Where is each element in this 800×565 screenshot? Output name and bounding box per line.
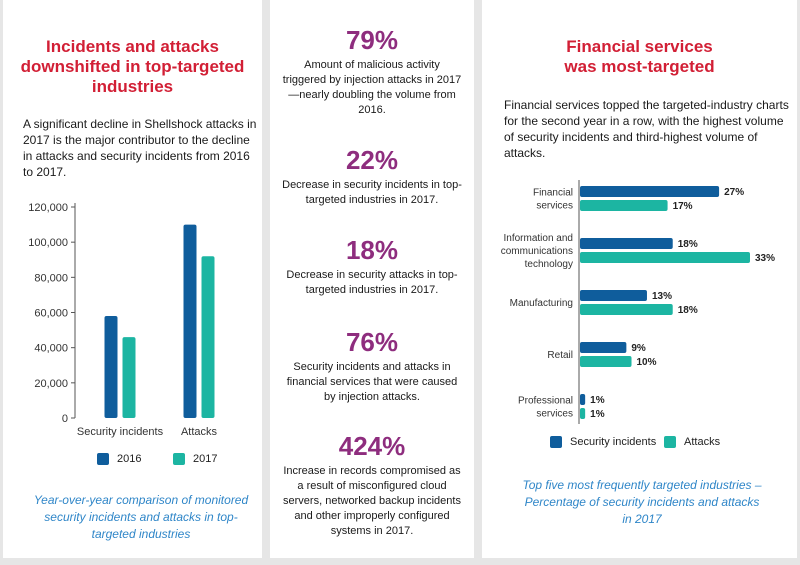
right-panel: Financial services was most-targeted Fin…	[482, 0, 797, 558]
category-label-line: Professional	[518, 396, 573, 407]
hbar-security-incidents-3	[580, 342, 627, 353]
stat-block: 79% Amount of malicious activity trigger…	[270, 26, 474, 118]
data-label: 17%	[673, 201, 693, 212]
data-label: 18%	[678, 239, 698, 250]
stat-block: 22% Decrease in security incidents in to…	[270, 146, 474, 208]
y-tick-label: 80,000	[34, 272, 68, 284]
hbar-attacks-0	[580, 200, 668, 211]
x-tick-label: Attacks	[181, 426, 218, 438]
y-tick-label: 100,000	[28, 237, 68, 249]
data-label: 27%	[724, 187, 744, 198]
y-tick-label: 0	[62, 413, 68, 425]
stat-value: 22%	[345, 145, 399, 175]
hbar-security-incidents-2	[580, 290, 647, 301]
hbar-attacks-3	[580, 356, 632, 367]
data-label: 13%	[652, 291, 672, 302]
legend-swatch-incidents	[550, 436, 562, 448]
category-label-line: Information and	[504, 233, 574, 244]
category-label: Financial services	[533, 188, 573, 212]
left-legend-2017: 2017	[173, 453, 217, 465]
legend-swatch-2017	[173, 453, 185, 465]
y-tick-label: 20,000	[34, 378, 68, 390]
category-label-line: services	[536, 201, 573, 212]
y-tick-label: 40,000	[34, 343, 68, 355]
data-label: 1%	[590, 395, 605, 406]
stat-value: 18%	[345, 235, 399, 265]
stat-block: 424% Increase in records compromised as …	[270, 432, 474, 539]
stat-description: Amount of malicious activity triggered b…	[282, 59, 462, 116]
category-label-line: Manufacturing	[510, 298, 573, 309]
data-label: 18%	[678, 305, 698, 316]
legend-swatch-2016	[97, 453, 109, 465]
hbar-attacks-1	[580, 252, 750, 263]
right-legend-incidents: Security incidents	[550, 436, 656, 448]
stat-description: Increase in records compromised as a res…	[283, 465, 461, 537]
bar-2016-1	[183, 224, 197, 418]
y-tick-label: 120,000	[28, 202, 68, 214]
right-caption: Top five most frequently targeted indust…	[522, 478, 762, 526]
data-label: 33%	[755, 253, 775, 264]
data-label: 9%	[631, 343, 646, 354]
left-title: Incidents and attacks downshifted in top…	[20, 37, 245, 96]
hbar-attacks-4	[580, 408, 586, 419]
right-title: Financial services was most-targeted	[564, 37, 715, 76]
left-body: A significant decline in Shellshock atta…	[23, 117, 257, 179]
bar-2017-0	[122, 337, 136, 418]
targeted-industries-bar-chart: Financial services 27% 17% Information and co…	[501, 180, 775, 424]
stat-block: 18% Decrease in security attacks in top-…	[270, 236, 474, 298]
category-label: Professional services	[518, 396, 573, 420]
category-label-line: Financial	[533, 188, 573, 199]
category-label-line: technology	[525, 259, 573, 270]
stat-value: 76%	[345, 327, 399, 357]
middle-panel: 79% Amount of malicious activity trigger…	[270, 0, 474, 558]
legend-label-2017: 2017	[193, 453, 218, 465]
legend-label-2016: 2016	[117, 453, 142, 465]
left-legend-2016: 2016	[97, 453, 141, 465]
right-legend-attacks: Attacks	[664, 436, 720, 448]
incidents-attacks-bar-chart: 0 20,000 40,000 60,000 80,000 100,000 120,000 S…	[28, 202, 218, 438]
category-label-line: services	[536, 409, 573, 420]
legend-label-attacks: Attacks	[684, 436, 721, 448]
left-panel: Incidents and attacks downshifted in top…	[3, 0, 262, 558]
hbar-security-incidents-1	[580, 238, 673, 249]
stat-value: 424%	[338, 431, 406, 461]
right-body: Financial services topped the targeted-i…	[504, 98, 789, 160]
bar-2017-1	[201, 256, 215, 418]
category-label-line: Retail	[547, 350, 573, 361]
category-label: Manufacturing	[510, 298, 573, 309]
data-label: 1%	[590, 409, 605, 420]
stat-description: Decrease in security attacks in top-targ…	[286, 269, 458, 296]
stat-description: Decrease in security incidents in top-ta…	[282, 179, 462, 206]
category-label: Information and communications technology	[501, 233, 573, 270]
bar-2016-0	[104, 316, 118, 418]
data-label: 10%	[637, 357, 657, 368]
y-tick-label: 60,000	[34, 308, 68, 320]
category-label: Retail	[547, 350, 573, 361]
stat-value: 79%	[345, 25, 399, 55]
hbar-security-incidents-4	[580, 394, 586, 405]
x-tick-label: Security incidents	[77, 426, 164, 438]
category-label-line: communications	[501, 246, 573, 257]
hbar-security-incidents-0	[580, 186, 720, 197]
left-caption: Year-over-year comparison of monitored s…	[33, 493, 249, 541]
stat-description: Security incidents and attacks in financ…	[286, 361, 458, 403]
stat-block: 76% Security incidents and attacks in fi…	[270, 328, 474, 405]
legend-label-incidents: Security incidents	[570, 436, 657, 448]
legend-swatch-attacks	[664, 436, 676, 448]
hbar-attacks-2	[580, 304, 673, 315]
